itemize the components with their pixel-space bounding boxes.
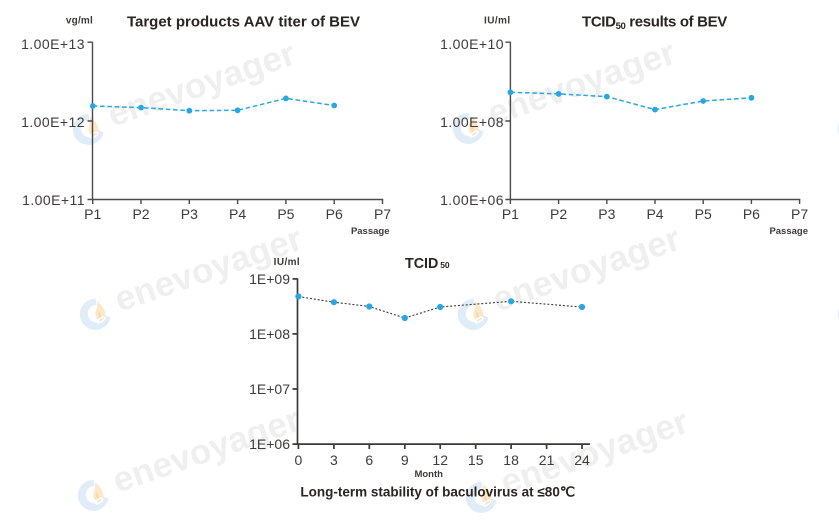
svg-text:P5: P5 [277, 206, 294, 222]
svg-text:1.00E+11: 1.00E+11 [22, 192, 85, 208]
svg-text:3: 3 [330, 452, 338, 468]
svg-text:1E+09: 1E+09 [249, 271, 290, 287]
svg-text:TCID: TCID [405, 256, 438, 272]
svg-text:P4: P4 [229, 206, 246, 222]
svg-text:TCID50 results of BEV: TCID50 results of BEV [582, 14, 727, 33]
svg-text:1.00E+13: 1.00E+13 [21, 36, 85, 52]
svg-text:Month: Month [414, 469, 443, 480]
svg-text:12: 12 [432, 452, 448, 468]
svg-text:P2: P2 [550, 206, 567, 222]
svg-text:P4: P4 [646, 206, 663, 222]
svg-text:24: 24 [574, 452, 590, 468]
svg-text:15: 15 [468, 452, 484, 468]
svg-text:1.00E+10: 1.00E+10 [440, 36, 504, 52]
svg-text:IU/ml: IU/ml [484, 16, 510, 27]
svg-text:9: 9 [401, 452, 409, 468]
svg-text:Passage: Passage [769, 226, 808, 237]
svg-text:Passage: Passage [351, 226, 390, 237]
svg-text:21: 21 [539, 452, 555, 468]
svg-text:50: 50 [440, 260, 450, 270]
svg-text:IU/ml: IU/ml [274, 257, 300, 268]
svg-text:P6: P6 [743, 206, 760, 222]
svg-text:18: 18 [503, 452, 519, 468]
svg-text:Long-term stability of baculov: Long-term stability of baculovirus at ≤8… [300, 484, 575, 499]
svg-text:P1: P1 [502, 206, 519, 222]
svg-text:P7: P7 [791, 206, 808, 222]
svg-text:1E+07: 1E+07 [249, 381, 290, 397]
svg-text:6: 6 [365, 452, 373, 468]
svg-text:P1: P1 [84, 206, 101, 222]
svg-text:1E+08: 1E+08 [249, 326, 290, 342]
svg-text:P2: P2 [132, 206, 149, 222]
svg-text:Target products AAV titer of B: Target products AAV titer of BEV [127, 14, 360, 31]
svg-text:P3: P3 [598, 206, 615, 222]
svg-text:vg/ml: vg/ml [66, 16, 93, 27]
svg-text:P7: P7 [374, 206, 391, 222]
svg-text:P5: P5 [695, 206, 712, 222]
svg-text:1.00E+06: 1.00E+06 [440, 192, 504, 208]
svg-text:P6: P6 [326, 206, 343, 222]
svg-text:0: 0 [295, 452, 303, 468]
svg-text:P3: P3 [181, 206, 198, 222]
svg-text:1.00E+08: 1.00E+08 [440, 114, 504, 130]
svg-text:1E+06: 1E+06 [249, 436, 290, 452]
svg-text:1.00E+12: 1.00E+12 [21, 114, 85, 130]
